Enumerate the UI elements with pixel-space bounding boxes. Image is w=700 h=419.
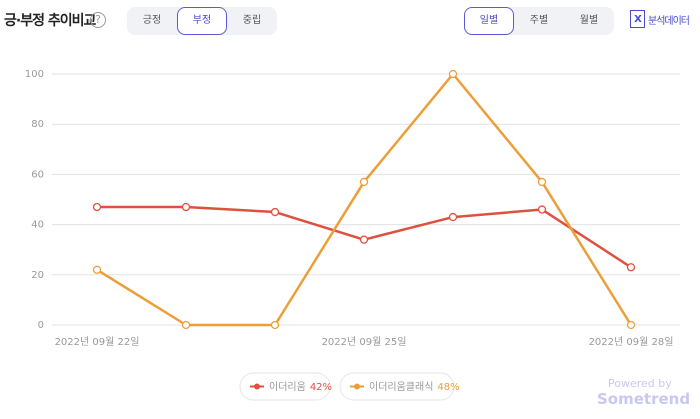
legend-item[interactable]: 이더리움 42% <box>239 372 332 401</box>
y-tick-label: 0 <box>38 320 44 331</box>
point <box>92 202 102 212</box>
point <box>181 320 191 330</box>
point <box>359 177 369 187</box>
tab[interactable]: 주별 <box>529 15 549 26</box>
point <box>626 263 636 272</box>
y-tick-label: 40 <box>31 220 44 231</box>
y-tick-label: 80 <box>31 119 44 130</box>
title: 긍·부정 추이비교 <box>4 13 96 29</box>
legend-share: 48% <box>437 382 459 393</box>
series-line <box>96 72 633 327</box>
brand: Sometrend <box>597 390 691 408</box>
legend-name: 이더리움클래식 <box>369 381 433 393</box>
data-button[interactable]: X 분석데이터 <box>630 10 690 28</box>
point <box>270 320 280 330</box>
point <box>181 202 191 212</box>
legend-swatch-dot <box>254 383 260 390</box>
legend-label: 이더리움클래식 48% <box>369 381 460 393</box>
point <box>448 69 458 79</box>
powered-by: Powered by <box>608 377 672 390</box>
point <box>537 177 547 187</box>
period-tabs: 일별 주별 월별 <box>464 7 614 35</box>
point <box>626 320 636 330</box>
x-tick-label: 2022년 09월 25일 <box>322 336 407 348</box>
legend-item[interactable]: 이더리움클래식 48% <box>339 372 460 401</box>
help-icon[interactable]: ? <box>90 12 106 28</box>
legend-pill <box>339 372 455 401</box>
point <box>448 212 458 222</box>
legend-name: 이더리움 <box>269 381 306 393</box>
point <box>359 235 369 244</box>
point <box>92 265 102 274</box>
tab[interactable]: 월별 <box>579 15 599 26</box>
point <box>270 207 280 217</box>
excel-icon: X <box>630 10 645 28</box>
y-tick-label: 20 <box>31 270 44 281</box>
tab[interactable]: 일별 <box>464 7 514 35</box>
legend-share: 42% <box>310 382 332 393</box>
tab[interactable]: 부정 <box>177 7 227 35</box>
sentiment-tabs: 긍정 부정 중립 <box>127 7 277 35</box>
legend-swatch-dot <box>354 383 360 390</box>
tab[interactable]: 긍정 <box>142 15 162 26</box>
x-tick-label: 2022년 09월 22일 <box>55 336 140 348</box>
tab[interactable]: 중립 <box>242 15 262 26</box>
legend-pill <box>239 372 331 401</box>
point <box>537 205 547 214</box>
legend-label: 이더리움 42% <box>269 381 332 393</box>
data-button-label: 분석데이터 <box>648 15 690 27</box>
y-tick-label: 60 <box>31 169 44 180</box>
x-tick-label: 2022년 09월 28일 <box>589 336 674 348</box>
y-tick-label: 100 <box>25 69 44 80</box>
